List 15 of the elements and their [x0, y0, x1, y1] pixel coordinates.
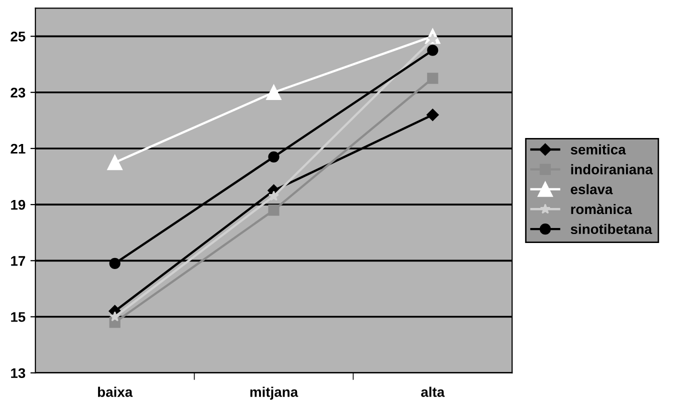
y-tick-label: 13 [11, 368, 26, 378]
x-tick-label: alta [421, 386, 445, 397]
x-tick-label: baixa [98, 386, 133, 397]
y-tick-label: 21 [10, 144, 26, 154]
x-tick-label: mitjana [250, 386, 298, 400]
y-tick-label: 23 [10, 88, 26, 98]
legend-label: semitica [570, 144, 626, 154]
legend-label: sinotibetana [570, 224, 652, 234]
y-tick-label: 19 [11, 200, 26, 210]
legend-label: indoiraniana [571, 164, 653, 174]
y-tick-label: 25 [10, 32, 26, 42]
y-tick-label: 15 [11, 312, 26, 322]
y-tick-label: 17 [11, 256, 26, 266]
legend-label: romànica [571, 204, 632, 214]
legend-label: eslava [570, 184, 613, 194]
